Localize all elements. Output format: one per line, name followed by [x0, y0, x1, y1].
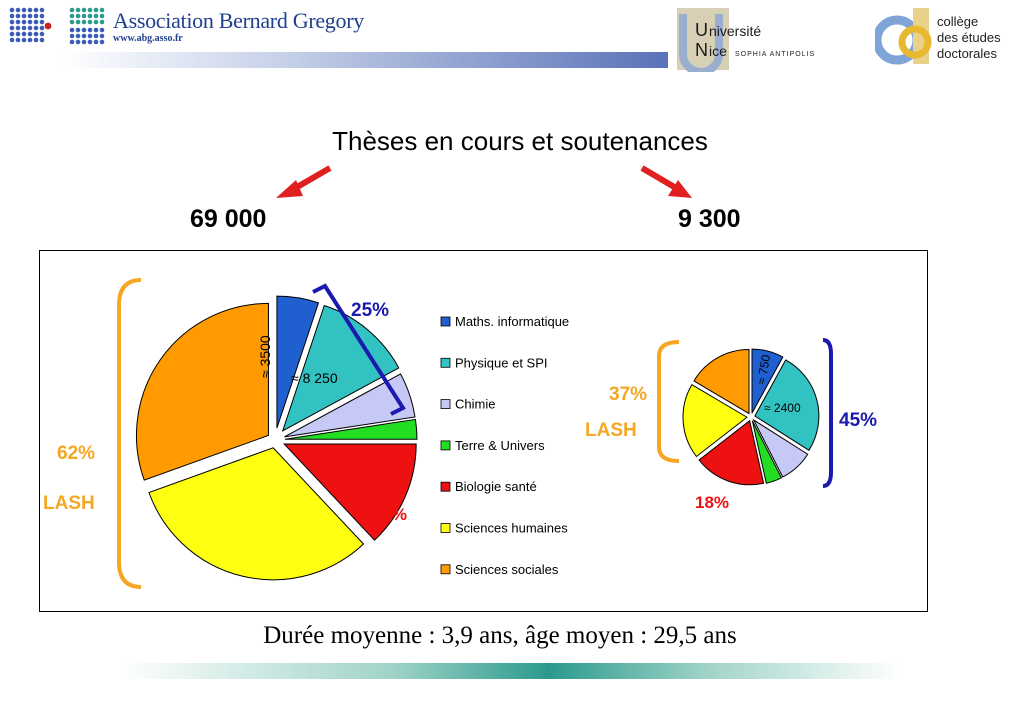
left-total: 69 000 [190, 205, 267, 233]
header-gradient-bar [8, 52, 668, 68]
ced-e-shape [898, 25, 932, 59]
left-pie-slice-humaines [148, 447, 365, 581]
footer-text: Durée moyenne : 3,9 ans, âge moyen : 29,… [263, 622, 737, 649]
unice-line2: ice [709, 43, 727, 59]
pie-charts: 62% LASH 25% 13% ≈ 3500 ≈ 8 250 37% LASH… [43, 278, 877, 589]
universite-nice-logo: U N niversité ice SOPHIA ANTIPOLIS [677, 8, 815, 72]
pie-chart-left [135, 295, 418, 581]
right-pie-slice-maths [751, 348, 784, 414]
unice-u-letter: U [695, 20, 708, 40]
footer-gradient-bar [120, 663, 900, 679]
right-sci-bracket [822, 338, 833, 488]
abg-url: www.abg.asso.fr [113, 33, 183, 44]
left-pie-slice-chimie [284, 373, 416, 438]
left-pie-slice-maths [276, 295, 320, 429]
pie-chart-right [682, 348, 820, 486]
legend-label-humaines: Sciences humaines [455, 521, 568, 536]
unice-u-shape [679, 14, 723, 72]
legend-label-chimie: Chimie [455, 397, 495, 412]
right-red-arrow [640, 165, 692, 198]
ced-line3: doctorales [937, 46, 997, 61]
legend-label-biologie: Biologie santé [455, 479, 537, 494]
left-red-arrow [276, 165, 332, 198]
right-pie-slice-biologie [698, 419, 765, 486]
right-lash-pct: 37% [609, 384, 647, 405]
unice-n-letter: N [695, 40, 708, 60]
abg-red-dot [44, 22, 52, 30]
right-sci-pct: 45% [839, 410, 877, 431]
legend-label-terre: Terre & Univers [455, 438, 545, 453]
legend-swatch-physique [440, 357, 451, 368]
college-etudes-doctorales-logo: collège des études doctorales [875, 8, 1001, 65]
legend-swatch-terre [440, 440, 451, 451]
slide-title: Thèses en cours et soutenances [332, 126, 708, 156]
right-pie-slice-physique [754, 359, 820, 451]
ced-line2: des études [937, 30, 1001, 45]
unice-line1: niversité [709, 23, 761, 39]
ced-line1: collège [937, 14, 978, 29]
left-physique-count: ≈ 8 250 [291, 370, 338, 386]
left-pie-slice-physique [281, 304, 400, 432]
left-sci-pct: 25% [351, 300, 389, 321]
left-pie-slice-sociales [135, 302, 269, 481]
abg-dots-logo [9, 7, 105, 45]
left-pie-slice-terre [284, 418, 418, 440]
abg-name: Association Bernard Gregory [113, 8, 364, 33]
legend-swatch-humaines [440, 523, 451, 533]
left-sci-bracket [312, 283, 406, 416]
right-bio-pct: 18% [695, 493, 729, 512]
unice-sub: SOPHIA ANTIPOLIS [735, 51, 815, 58]
left-lash-bracket [117, 278, 142, 589]
legend-swatch-biologie [440, 481, 451, 492]
legend-label-maths: Maths. informatique [455, 314, 569, 329]
right-pie-slice-chimie [752, 418, 809, 478]
right-pie-slice-sociales [693, 349, 750, 415]
right-lash-bracket [657, 340, 680, 463]
legend-swatch-chimie [440, 399, 451, 410]
right-total: 9 300 [678, 205, 741, 233]
legend-label-sociales: Sciences sociales [455, 562, 559, 577]
right-pie-slice-terre [751, 420, 783, 484]
left-lash-pct: 62% [57, 443, 95, 464]
left-pie-slice-biologie [283, 443, 417, 541]
right-pie-slice-humaines [682, 383, 748, 458]
left-maths-count: ≈ 3500 [257, 335, 273, 378]
abg-dots-right-bottom [69, 27, 105, 45]
right-maths-count: ≈ 750 [754, 353, 773, 385]
legend-swatch-sociales [440, 564, 451, 575]
left-bio-pct: 13% [373, 505, 407, 524]
abg-dots-right-top [69, 7, 105, 25]
abg-dots-left [9, 7, 45, 43]
header: Association Bernard Gregory www.abg.asso… [0, 0, 1023, 80]
right-lash-label: LASH [585, 420, 637, 441]
legend-swatch-maths [440, 316, 451, 327]
left-lash-label: LASH [43, 493, 95, 514]
right-physique-count: ≈ 2400 [764, 401, 801, 415]
legend-label-physique: Physique et SPI [455, 355, 548, 370]
legend: Maths. informatique Physique et SPI Chimie… [440, 314, 569, 577]
